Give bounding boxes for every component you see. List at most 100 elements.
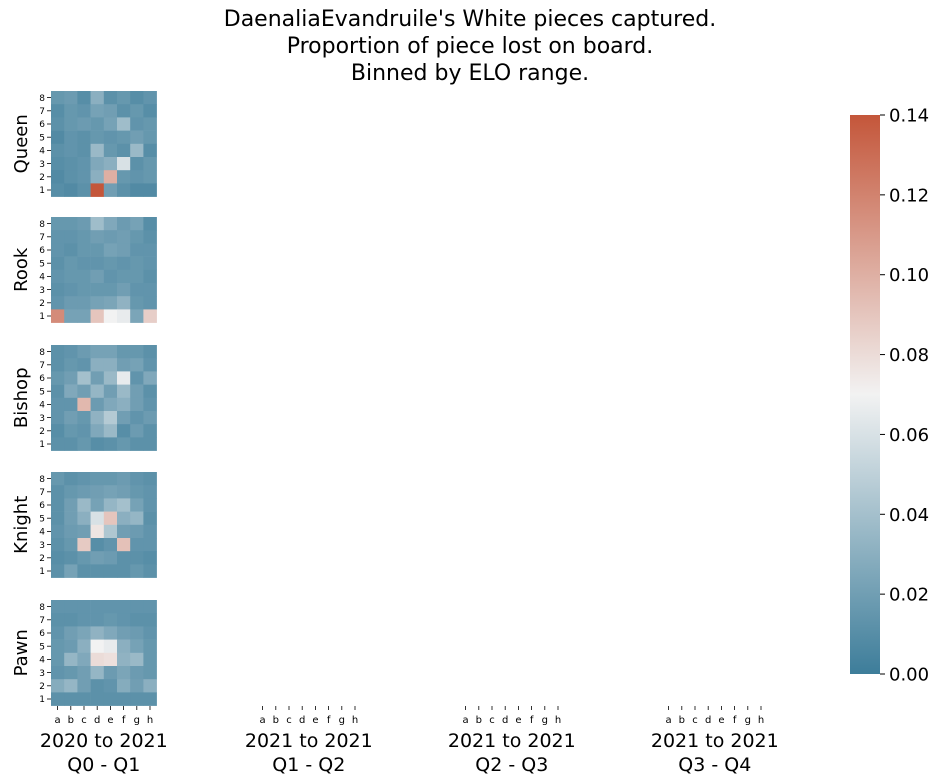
heatmap-cell-queen-g8 [130, 91, 144, 105]
colorbar-tick-label: 0.02 [889, 585, 929, 606]
heatmap-cell-rook-h5 [143, 256, 157, 271]
y-tick-label: 7 [39, 361, 45, 371]
heatmap-cell-rook-c4 [77, 269, 91, 284]
heatmap-cell-rook-d8 [90, 217, 105, 231]
heatmap-cell-bishop-c8 [77, 345, 91, 359]
heatmap-cell-bishop-e8 [103, 345, 118, 359]
heatmap-cell-queen-e3 [103, 157, 118, 171]
heatmap-cell-bishop-d3 [90, 411, 105, 425]
heatmap-cell-knight-h8 [143, 472, 157, 486]
x-tick-label: f [530, 715, 534, 726]
heatmap-cell-pawn-h6 [143, 626, 157, 640]
heatmap-cell-bishop-f2 [117, 424, 131, 438]
heatmap-cell-pawn-a4 [51, 652, 65, 667]
heatmap-cell-queen-g1 [130, 183, 144, 197]
heatmap-cell-rook-g2 [130, 296, 144, 310]
heatmap-cell-knight-c4 [77, 524, 91, 539]
heatmap-cell-bishop-a2 [51, 424, 65, 438]
heatmap-cell-queen-b5 [64, 130, 78, 145]
y-tick-label: 3 [39, 669, 45, 679]
y-tick-label: 4 [39, 273, 45, 283]
heatmap-cell-bishop-g8 [130, 345, 144, 359]
heatmap-cell-rook-c7 [77, 230, 91, 244]
heatmap-cell-knight-h1 [143, 564, 157, 578]
piece-label-bishop: Bishop [11, 368, 32, 429]
heatmap-cell-knight-a7 [51, 485, 65, 499]
heatmap-cell-queen-b7 [64, 104, 78, 118]
heatmap-cell-pawn-a6 [51, 626, 65, 640]
heatmap-cell-bishop-b8 [64, 345, 78, 359]
heatmap-cell-queen-c3 [77, 157, 91, 171]
y-tick-label: 1 [39, 312, 45, 322]
colorbar-tick-label: 0.00 [889, 665, 929, 686]
heatmap-cell-queen-b2 [64, 170, 78, 184]
heatmap-cell-bishop-g6 [130, 371, 144, 385]
x-tick-label: f [122, 715, 126, 726]
heatmap-cell-knight-f3 [117, 538, 131, 552]
colorbar-tick-label: 0.14 [889, 106, 929, 127]
heatmap-cell-pawn-c3 [77, 666, 91, 680]
heatmap-cell-knight-h5 [143, 511, 157, 526]
heatmap-cell-queen-e6 [103, 117, 118, 131]
y-tick-label: 2 [39, 554, 45, 564]
heatmap-cell-rook-g3 [130, 283, 144, 297]
colorbar: 0.00 0.02 0.04 0.06 0.08 0.10 0.12 0.14 [850, 106, 929, 686]
heatmap-cell-knight-c2 [77, 551, 91, 565]
heatmap-cell-pawn-h5 [143, 639, 157, 654]
heatmap-cell-queen-c5 [77, 130, 91, 145]
x-tick-label: a [666, 715, 672, 726]
y-tick-label: 5 [39, 642, 45, 652]
heatmap-cell-pawn-c8 [77, 600, 91, 614]
heatmap-cell-rook-d4 [90, 269, 105, 284]
heatmap-cell-pawn-g5 [130, 639, 144, 654]
heatmap-cell-queen-d7 [90, 104, 105, 118]
heatmap-cell-bishop-h8 [143, 345, 157, 359]
heatmap-bishop: 8 7 6 5 4 3 2 1 Bishop [11, 345, 157, 451]
heatmap-cell-rook-h1 [143, 309, 157, 323]
x-tick-label: e [515, 715, 521, 726]
heatmap-cell-knight-e6 [103, 498, 118, 512]
x-tick-label: g [542, 715, 548, 726]
heatmap-cell-knight-c6 [77, 498, 91, 512]
y-tick-label: 6 [39, 501, 45, 511]
heatmap-cell-rook-a7 [51, 230, 65, 244]
heatmap-cell-queen-e8 [103, 91, 118, 105]
heatmap-cell-rook-g4 [130, 269, 144, 284]
heatmap-cell-queen-g3 [130, 157, 144, 171]
heatmap-cell-pawn-e3 [103, 666, 118, 680]
heatmap-cell-pawn-f2 [117, 679, 131, 693]
heatmap-cell-queen-d5 [90, 130, 105, 145]
heatmap-cell-bishop-a3 [51, 411, 65, 425]
x-tick-label: f [327, 715, 331, 726]
heatmap-cell-knight-d4 [90, 524, 105, 539]
heatmap-cell-queen-a4 [51, 143, 65, 158]
heatmap-cell-rook-e8 [103, 217, 118, 231]
y-tick-label: 2 [39, 427, 45, 437]
heatmap-cell-queen-h5 [143, 130, 157, 145]
x-tick-label: c [81, 715, 87, 726]
heatmap-cell-rook-d5 [90, 256, 105, 271]
heatmap-cell-rook-c3 [77, 283, 91, 297]
heatmap-cell-knight-g1 [130, 564, 144, 578]
heatmap-cell-bishop-f7 [117, 358, 131, 372]
heatmap-cell-bishop-b3 [64, 411, 78, 425]
heatmap-cell-pawn-b7 [64, 613, 78, 627]
heatmap-cell-pawn-a8 [51, 600, 65, 614]
heatmap-cell-bishop-a1 [51, 437, 65, 451]
heatmap-cell-rook-e1 [103, 309, 118, 323]
y-tick-label: 7 [39, 233, 45, 243]
heatmap-cell-queen-b6 [64, 117, 78, 131]
y-tick-label: 8 [39, 94, 45, 104]
heatmap-cell-queen-g2 [130, 170, 144, 184]
column-label-line-1: 2020 to 2021 [40, 730, 168, 752]
heatmap-cell-rook-g5 [130, 256, 144, 271]
heatmap-cell-queen-e5 [103, 130, 118, 145]
x-tick-label: a [55, 715, 61, 726]
heatmap-cell-rook-e6 [103, 243, 118, 257]
heatmap-pawn: 8 7 6 5 4 3 2 1 Pawn [11, 600, 157, 706]
heatmap-cell-knight-g3 [130, 538, 144, 552]
heatmap-cell-bishop-a6 [51, 371, 65, 385]
heatmap-cell-knight-f8 [117, 472, 131, 486]
heatmap-cell-knight-b4 [64, 524, 78, 539]
